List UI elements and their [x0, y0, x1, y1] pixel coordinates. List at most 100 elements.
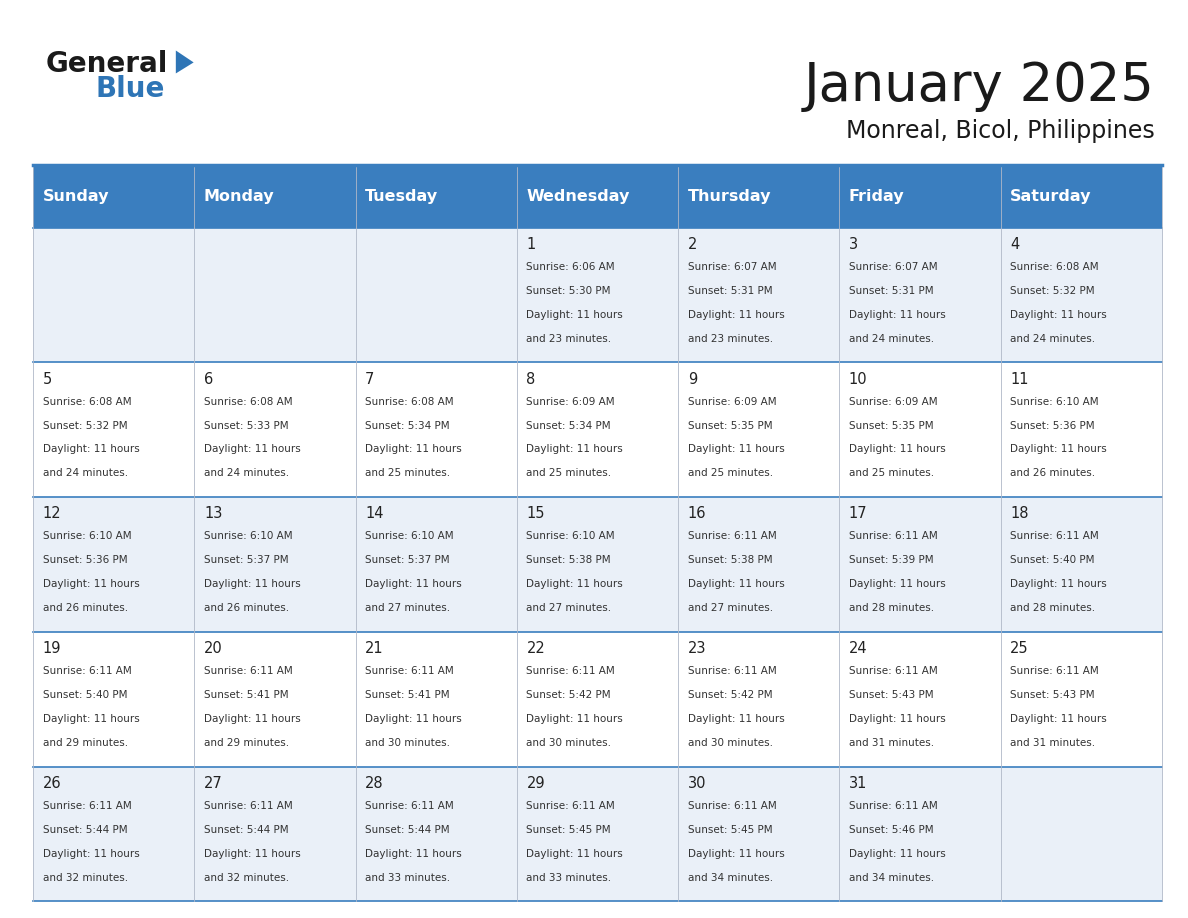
Text: 6: 6	[204, 372, 214, 386]
Text: and 26 minutes.: and 26 minutes.	[204, 603, 289, 613]
Text: Sunset: 5:34 PM: Sunset: 5:34 PM	[526, 420, 611, 431]
Text: Daylight: 11 hours: Daylight: 11 hours	[204, 848, 301, 858]
Text: Sunset: 5:33 PM: Sunset: 5:33 PM	[204, 420, 289, 431]
Text: Sunset: 5:45 PM: Sunset: 5:45 PM	[688, 824, 772, 834]
Text: Wednesday: Wednesday	[526, 189, 630, 204]
Text: 24: 24	[849, 641, 867, 656]
Text: 25: 25	[1010, 641, 1029, 656]
Text: Sunrise: 6:08 AM: Sunrise: 6:08 AM	[365, 397, 454, 407]
Text: Daylight: 11 hours: Daylight: 11 hours	[43, 714, 139, 724]
Text: 9: 9	[688, 372, 697, 386]
Text: and 28 minutes.: and 28 minutes.	[1010, 603, 1095, 613]
Text: 2: 2	[688, 237, 697, 252]
Text: Daylight: 11 hours: Daylight: 11 hours	[849, 848, 946, 858]
Text: Daylight: 11 hours: Daylight: 11 hours	[849, 714, 946, 724]
Text: Sunrise: 6:07 AM: Sunrise: 6:07 AM	[849, 262, 937, 272]
Text: Daylight: 11 hours: Daylight: 11 hours	[688, 579, 784, 589]
Text: Sunset: 5:40 PM: Sunset: 5:40 PM	[43, 690, 127, 700]
Text: Daylight: 11 hours: Daylight: 11 hours	[43, 579, 139, 589]
Text: Daylight: 11 hours: Daylight: 11 hours	[204, 444, 301, 454]
Text: Sunset: 5:44 PM: Sunset: 5:44 PM	[43, 824, 127, 834]
Text: Daylight: 11 hours: Daylight: 11 hours	[1010, 714, 1107, 724]
Text: Sunset: 5:32 PM: Sunset: 5:32 PM	[43, 420, 127, 431]
Text: Sunrise: 6:09 AM: Sunrise: 6:09 AM	[849, 397, 937, 407]
Text: Sunrise: 6:10 AM: Sunrise: 6:10 AM	[204, 532, 292, 542]
Text: Daylight: 11 hours: Daylight: 11 hours	[526, 309, 624, 319]
Text: Sunset: 5:35 PM: Sunset: 5:35 PM	[849, 420, 934, 431]
Text: Sunset: 5:37 PM: Sunset: 5:37 PM	[365, 555, 450, 565]
Text: 20: 20	[204, 641, 222, 656]
Text: Daylight: 11 hours: Daylight: 11 hours	[43, 848, 139, 858]
Text: Sunrise: 6:11 AM: Sunrise: 6:11 AM	[43, 800, 132, 811]
Text: Sunrise: 6:11 AM: Sunrise: 6:11 AM	[526, 666, 615, 677]
Text: Daylight: 11 hours: Daylight: 11 hours	[849, 309, 946, 319]
Text: Sunset: 5:41 PM: Sunset: 5:41 PM	[365, 690, 450, 700]
Text: Daylight: 11 hours: Daylight: 11 hours	[849, 579, 946, 589]
Text: Sunset: 5:41 PM: Sunset: 5:41 PM	[204, 690, 289, 700]
Text: 30: 30	[688, 776, 706, 791]
Text: and 24 minutes.: and 24 minutes.	[1010, 333, 1095, 343]
Text: 8: 8	[526, 372, 536, 386]
Text: Daylight: 11 hours: Daylight: 11 hours	[688, 309, 784, 319]
Text: Sunset: 5:36 PM: Sunset: 5:36 PM	[43, 555, 127, 565]
Text: Daylight: 11 hours: Daylight: 11 hours	[526, 714, 624, 724]
Text: Sunset: 5:37 PM: Sunset: 5:37 PM	[204, 555, 289, 565]
Text: Daylight: 11 hours: Daylight: 11 hours	[688, 444, 784, 454]
Text: Daylight: 11 hours: Daylight: 11 hours	[526, 579, 624, 589]
Text: Sunset: 5:46 PM: Sunset: 5:46 PM	[849, 824, 934, 834]
Text: 4: 4	[1010, 237, 1019, 252]
Text: Daylight: 11 hours: Daylight: 11 hours	[526, 848, 624, 858]
Text: Sunrise: 6:08 AM: Sunrise: 6:08 AM	[43, 397, 132, 407]
Text: Daylight: 11 hours: Daylight: 11 hours	[365, 579, 462, 589]
Text: 14: 14	[365, 507, 384, 521]
Text: and 31 minutes.: and 31 minutes.	[849, 738, 934, 748]
Text: 7: 7	[365, 372, 374, 386]
Text: Sunrise: 6:11 AM: Sunrise: 6:11 AM	[688, 532, 777, 542]
Text: Sunset: 5:45 PM: Sunset: 5:45 PM	[526, 824, 611, 834]
Text: Daylight: 11 hours: Daylight: 11 hours	[365, 444, 462, 454]
Text: Sunrise: 6:11 AM: Sunrise: 6:11 AM	[1010, 666, 1099, 677]
Text: 28: 28	[365, 776, 384, 791]
Text: Monreal, Bicol, Philippines: Monreal, Bicol, Philippines	[846, 119, 1155, 143]
Text: 5: 5	[43, 372, 52, 386]
Text: Sunset: 5:38 PM: Sunset: 5:38 PM	[526, 555, 611, 565]
Text: Saturday: Saturday	[1010, 189, 1092, 204]
Text: Sunrise: 6:11 AM: Sunrise: 6:11 AM	[1010, 532, 1099, 542]
Text: 23: 23	[688, 641, 706, 656]
Text: Daylight: 11 hours: Daylight: 11 hours	[43, 444, 139, 454]
Text: Sunset: 5:36 PM: Sunset: 5:36 PM	[1010, 420, 1095, 431]
Text: Sunset: 5:44 PM: Sunset: 5:44 PM	[204, 824, 289, 834]
Text: and 24 minutes.: and 24 minutes.	[204, 468, 289, 478]
Text: and 27 minutes.: and 27 minutes.	[365, 603, 450, 613]
Text: Daylight: 11 hours: Daylight: 11 hours	[1010, 579, 1107, 589]
Text: Sunset: 5:38 PM: Sunset: 5:38 PM	[688, 555, 772, 565]
Text: Daylight: 11 hours: Daylight: 11 hours	[204, 579, 301, 589]
Text: Sunrise: 6:11 AM: Sunrise: 6:11 AM	[849, 800, 937, 811]
Text: and 30 minutes.: and 30 minutes.	[526, 738, 612, 748]
Text: and 33 minutes.: and 33 minutes.	[526, 872, 612, 882]
Text: Sunset: 5:42 PM: Sunset: 5:42 PM	[688, 690, 772, 700]
Text: and 30 minutes.: and 30 minutes.	[688, 738, 772, 748]
Text: and 25 minutes.: and 25 minutes.	[365, 468, 450, 478]
Text: and 24 minutes.: and 24 minutes.	[849, 333, 934, 343]
Text: 17: 17	[849, 507, 867, 521]
Text: Sunset: 5:40 PM: Sunset: 5:40 PM	[1010, 555, 1094, 565]
Text: Sunset: 5:32 PM: Sunset: 5:32 PM	[1010, 285, 1095, 296]
Text: 1: 1	[526, 237, 536, 252]
Text: 12: 12	[43, 507, 62, 521]
Text: Daylight: 11 hours: Daylight: 11 hours	[204, 714, 301, 724]
Text: Sunset: 5:42 PM: Sunset: 5:42 PM	[526, 690, 611, 700]
Text: and 32 minutes.: and 32 minutes.	[204, 872, 289, 882]
Text: Daylight: 11 hours: Daylight: 11 hours	[688, 848, 784, 858]
Text: Sunrise: 6:11 AM: Sunrise: 6:11 AM	[688, 800, 777, 811]
Text: Sunrise: 6:11 AM: Sunrise: 6:11 AM	[43, 666, 132, 677]
Text: Daylight: 11 hours: Daylight: 11 hours	[526, 444, 624, 454]
Text: and 26 minutes.: and 26 minutes.	[1010, 468, 1095, 478]
Text: 27: 27	[204, 776, 222, 791]
Text: Sunrise: 6:06 AM: Sunrise: 6:06 AM	[526, 262, 615, 272]
Text: Daylight: 11 hours: Daylight: 11 hours	[849, 444, 946, 454]
Text: and 30 minutes.: and 30 minutes.	[365, 738, 450, 748]
Text: Sunset: 5:34 PM: Sunset: 5:34 PM	[365, 420, 450, 431]
Text: Sunset: 5:30 PM: Sunset: 5:30 PM	[526, 285, 611, 296]
Text: and 25 minutes.: and 25 minutes.	[849, 468, 934, 478]
